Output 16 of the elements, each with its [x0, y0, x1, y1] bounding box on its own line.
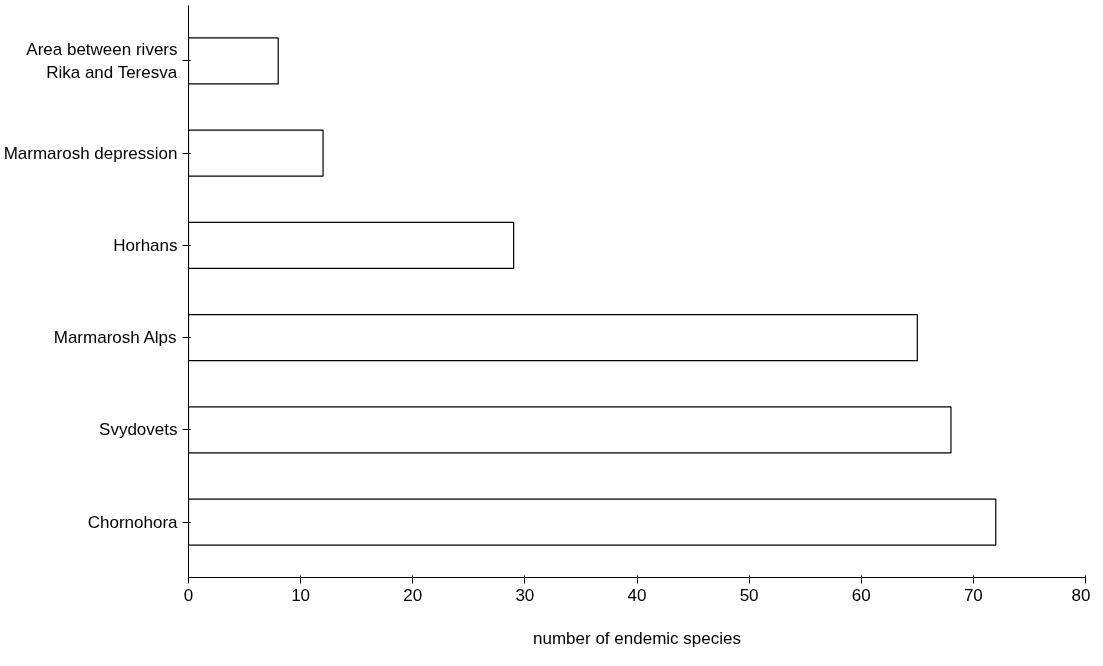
- y-tick-label: Horhans: [113, 235, 178, 255]
- x-tick-label: 0: [183, 585, 194, 605]
- x-tick-label: 80: [1071, 585, 1091, 605]
- y-tick-label: Area between rivers Rika and Teresva: [26, 39, 178, 82]
- x-tick-label: 60: [851, 585, 871, 605]
- y-tick-label: Svydovets: [99, 420, 178, 440]
- x-tick-label: 30: [515, 585, 535, 605]
- x-tick-label: 20: [403, 585, 423, 605]
- x-tick-label: 40: [627, 585, 647, 605]
- x-tick-label: 70: [963, 585, 983, 605]
- x-tick-label: 50: [739, 585, 759, 605]
- y-tick-label: Chornohora: [87, 512, 179, 532]
- y-tick-label: Marmarosh depression: [3, 143, 178, 163]
- y-tick-label: Marmarosh Alps: [53, 328, 177, 348]
- x-axis-title: number of endemic species: [533, 628, 741, 648]
- x-tick-label: 10: [291, 585, 311, 605]
